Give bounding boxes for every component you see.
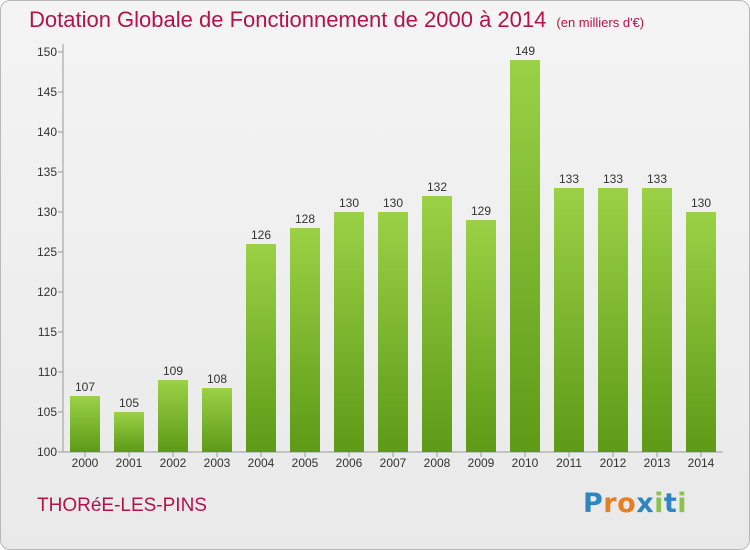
bar-value-label: 126 [251,228,271,242]
bar-value-label: 105 [119,396,139,410]
bar [598,188,628,452]
bar [246,244,276,452]
x-tick-label: 2010 [512,456,539,470]
bar-value-label: 128 [295,212,315,226]
x-tick-label: 2014 [688,456,715,470]
y-tick-label: 105 [37,405,57,419]
logo-letter: P [583,488,604,519]
bar-value-label: 149 [515,44,535,58]
y-tick-label: 140 [37,125,57,139]
logo-letter: i [654,488,664,519]
bar-value-label: 133 [559,172,579,186]
y-tick-label: 150 [37,45,57,59]
bar-value-label: 130 [383,196,403,210]
bar [202,388,232,452]
x-tick-label: 2009 [468,456,495,470]
bar [70,396,100,452]
x-tick-label: 2000 [72,456,99,470]
x-tick-label: 2012 [600,456,627,470]
logo-letter: x [636,488,655,519]
y-tick-label: 135 [37,165,57,179]
bar-value-label: 129 [471,204,491,218]
bar [466,220,496,452]
bar [158,380,188,452]
value-labels: 107 105 109 108 126 128 130 130 132 129 149 133 133 1… [75,44,711,410]
bar-value-label: 133 [647,172,667,186]
chart-title: Dotation Globale de Fonctionnement de 20… [29,7,644,33]
x-tick-label: 2002 [160,456,187,470]
bar-value-label: 130 [339,196,359,210]
x-tick-label: 2007 [380,456,407,470]
x-tick-label: 2013 [644,456,671,470]
axes: 100 105 110 115 120 125 130 135 140 145 150 2000 200… [37,44,723,470]
y-tick-label: 145 [37,85,57,99]
bar [422,196,452,452]
x-tick-label: 2011 [556,456,582,470]
y-tick-label: 115 [38,325,57,339]
bar [334,212,364,452]
logo-letter: r [603,488,618,519]
logo-letter: t [663,488,678,519]
bar [642,188,672,452]
bar [378,212,408,452]
title-text: Dotation Globale de Fonctionnement de 20… [29,7,547,32]
x-tick-label: 2004 [248,456,275,470]
bar-value-label: 133 [603,172,623,186]
town-name: THORéE-LES-PINS [37,495,207,516]
x-tick-label: 2003 [204,456,231,470]
bar-value-label: 109 [163,364,183,378]
bar-value-label: 130 [691,196,711,210]
x-tick-label: 2006 [336,456,363,470]
y-tick-label: 125 [37,245,57,259]
logo-letter: i [677,488,688,519]
bar-value-label: 108 [207,372,227,386]
y-tick-label: 100 [37,445,57,459]
bar [554,188,584,452]
bar [686,212,716,452]
bar-value-label: 132 [427,180,447,194]
y-tick-label: 130 [37,205,57,219]
x-tick-label: 2001 [116,456,143,470]
bar [290,228,320,452]
logo-letter: o [617,488,637,519]
bar [510,60,540,452]
y-tick-label: 110 [38,365,57,379]
y-tick-label: 120 [37,285,57,299]
bar [114,412,144,452]
x-tick-label: 2005 [292,456,319,470]
proxiti-logo: Proxiti [583,488,687,519]
bar-value-label: 107 [75,380,95,394]
x-tick-label: 2008 [424,456,451,470]
unit-label: (en milliers d'€) [556,15,645,30]
bars [70,60,716,452]
